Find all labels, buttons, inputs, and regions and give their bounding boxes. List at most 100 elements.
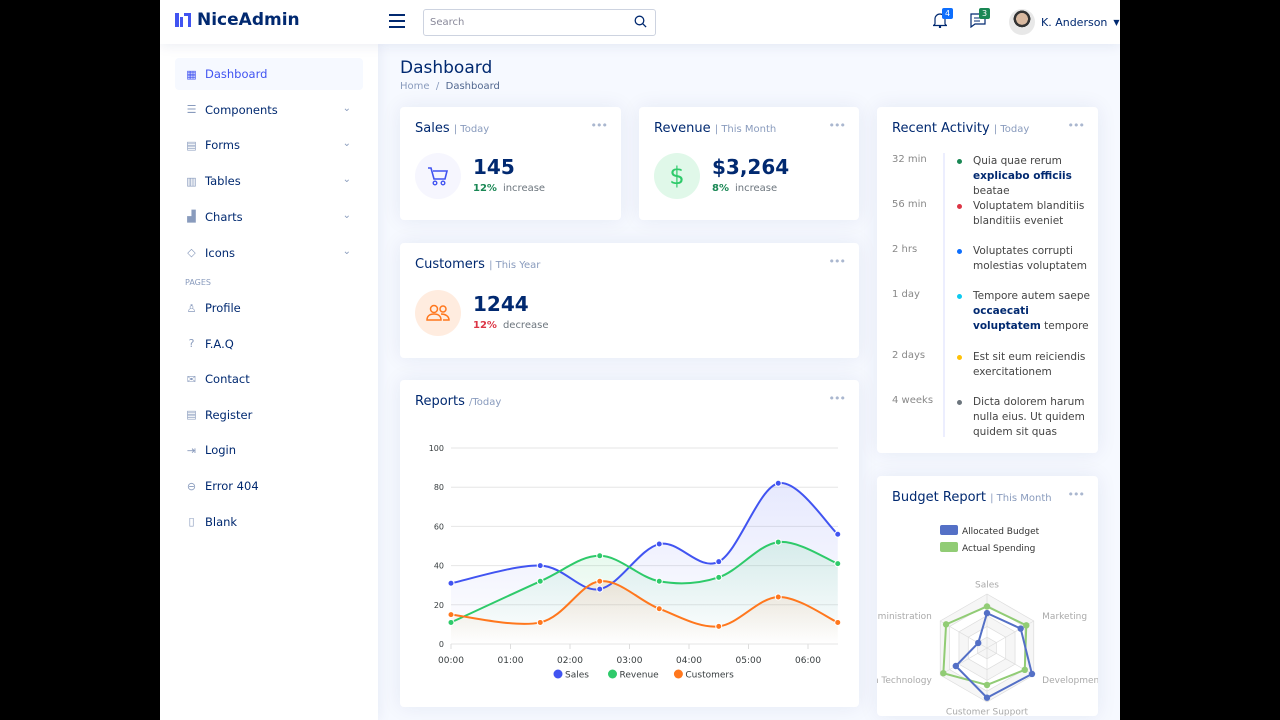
legend-label: Revenue	[620, 671, 660, 681]
sidebar-item-dashboard[interactable]: ▦ Dashboard	[175, 58, 363, 90]
legend-label: Sales	[565, 671, 589, 681]
data-point-customers	[536, 618, 544, 626]
person-icon: ♙	[186, 301, 197, 315]
dollar-icon: $	[654, 153, 700, 199]
sidebar-item-blank[interactable]: ▯ Blank	[175, 506, 363, 538]
radar-point	[983, 681, 991, 689]
chevron-down-icon: ⌄	[342, 245, 351, 257]
activity-dot-icon	[955, 247, 964, 256]
activity-text: Est sit eum reiciendis exercitationem	[973, 351, 1086, 378]
data-point-sales	[834, 530, 842, 538]
sidebar-item-forms[interactable]: ▤ Forms ⌄	[175, 129, 363, 161]
sidebar-item-label: Components	[205, 102, 278, 117]
y-tick-label: 60	[434, 522, 444, 531]
data-point-sales	[715, 558, 723, 566]
radar-axis-label: Marketing	[1042, 612, 1087, 622]
customers-value: 1244	[473, 292, 529, 316]
data-point-customers	[834, 618, 842, 626]
data-point-sales	[447, 579, 455, 587]
radar-point	[983, 603, 991, 610]
sidebar-item-label: Register	[205, 407, 253, 422]
cart-icon	[415, 153, 461, 199]
activity-dot-icon	[955, 292, 964, 301]
recent-activity-card: Recent Activity | Today ••• 32 min Quia q…	[877, 107, 1098, 453]
messages-button[interactable]: 3	[970, 8, 991, 32]
activity-dot-icon	[955, 398, 964, 407]
caret-down-icon: ▼	[1113, 17, 1120, 27]
reports-card: Reports /Today ••• 0 20 40 60 80 100 00:00 01:0…	[400, 380, 859, 707]
activity-text: Dicta dolorem harum nulla eius. Ut quide…	[973, 396, 1085, 438]
more-options-icon[interactable]: •••	[1067, 119, 1085, 132]
sidebar-item-error-404[interactable]: ⊖ Error 404	[175, 470, 363, 502]
x-tick-label: 02:00	[557, 656, 583, 666]
notifications-badge: 4	[942, 8, 954, 19]
sidebar-item-register[interactable]: ▤ Register	[175, 399, 363, 431]
activity-time: 1 day	[892, 289, 920, 300]
activity-time: 2 days	[892, 350, 926, 361]
more-options-icon[interactable]: •••	[828, 392, 846, 405]
dash-circle-icon: ⊖	[186, 479, 197, 493]
sales-value: 145	[473, 155, 515, 179]
legend-marker	[553, 669, 563, 679]
user-menu[interactable]: K. Anderson ▼	[1009, 9, 1120, 35]
area-customers	[451, 581, 838, 644]
notifications-button[interactable]: 4	[932, 8, 954, 32]
breadcrumb-home[interactable]: Home	[400, 81, 430, 92]
data-point-revenue	[834, 560, 842, 568]
search-icon[interactable]	[634, 15, 647, 28]
breadcrumb: Home / Dashboard	[400, 81, 500, 92]
sidebar-item-f-a-q[interactable]: ? F.A.Q	[175, 328, 363, 360]
activity-text: Tempore autem saepe occaecati voluptatem…	[973, 290, 1091, 332]
more-options-icon[interactable]: •••	[1067, 488, 1085, 501]
sidebar-item-tables[interactable]: ▥ Tables ⌄	[175, 165, 363, 197]
legend-marker	[940, 525, 958, 535]
data-point-revenue	[774, 538, 782, 546]
page-title: Dashboard	[400, 58, 493, 78]
more-options-icon[interactable]: •••	[590, 119, 608, 132]
x-tick-label: 06:00	[795, 656, 821, 666]
header: NiceAdmin Search 4 3 K. Anderson ▼	[160, 0, 1120, 44]
logo[interactable]: NiceAdmin	[174, 10, 300, 30]
radar-axis	[940, 647, 988, 676]
sidebar-item-profile[interactable]: ♙ Profile	[175, 292, 363, 324]
breadcrumb-current: Dashboard	[445, 81, 500, 92]
sidebar-item-login[interactable]: ⇥ Login	[175, 434, 363, 466]
radar-point	[1023, 622, 1030, 629]
activity-dot-icon	[955, 353, 964, 362]
login-icon: ⇥	[186, 443, 197, 457]
revenue-card: Revenue | This Month ••• $ $3,264 8% incr…	[639, 107, 859, 220]
more-options-icon[interactable]: •••	[828, 119, 846, 132]
y-tick-label: 20	[434, 601, 444, 610]
radar-axis-label: Sales	[975, 580, 999, 590]
data-point-customers	[655, 605, 663, 613]
toggle-sidebar-button[interactable]	[389, 14, 405, 28]
app: NiceAdmin Search 4 3 K. Anderson ▼ ▦ Dash…	[160, 0, 1120, 720]
sidebar-item-icons[interactable]: ◇ Icons ⌄	[175, 237, 363, 269]
legend-marker	[608, 669, 617, 679]
card-title: Reports /Today	[415, 394, 502, 409]
card-list-icon: ▤	[186, 408, 197, 422]
data-point-revenue	[596, 552, 604, 560]
sidebar-item-contact[interactable]: ✉ Contact	[175, 363, 363, 395]
y-tick-label: 40	[434, 562, 444, 571]
chevron-down-icon: ⌄	[342, 102, 351, 114]
activity-time: 32 min	[892, 154, 927, 165]
sidebar-item-charts[interactable]: ▟ Charts ⌄	[175, 201, 363, 233]
people-icon	[415, 290, 461, 336]
search-input[interactable]: Search	[423, 9, 656, 36]
sidebar-item-components[interactable]: ☰ Components ⌄	[175, 94, 363, 126]
x-tick-label: 01:00	[498, 656, 524, 666]
data-point-revenue	[655, 577, 663, 585]
activity-item: 32 min Quia quae rerum explicabo officiis…	[892, 154, 1092, 197]
activity-item: 1 day Tempore autem saepe occaecati volup…	[892, 289, 1092, 332]
sidebar-item-label: Profile	[205, 301, 241, 315]
radar-axis-label: Development	[1042, 676, 1098, 686]
x-tick-label: 03:00	[617, 656, 643, 666]
more-options-icon[interactable]: •••	[828, 255, 846, 268]
radar-point	[983, 609, 991, 617]
activity-text: Voluptatem blanditiis blanditiis eveniet	[973, 200, 1085, 227]
x-tick-label: 05:00	[736, 656, 762, 666]
revenue-change: 8% increase	[712, 183, 778, 194]
grid-icon: ▦	[186, 67, 197, 81]
activity-item: 4 weeks Dicta dolorem harum nulla eius. U…	[892, 395, 1092, 438]
